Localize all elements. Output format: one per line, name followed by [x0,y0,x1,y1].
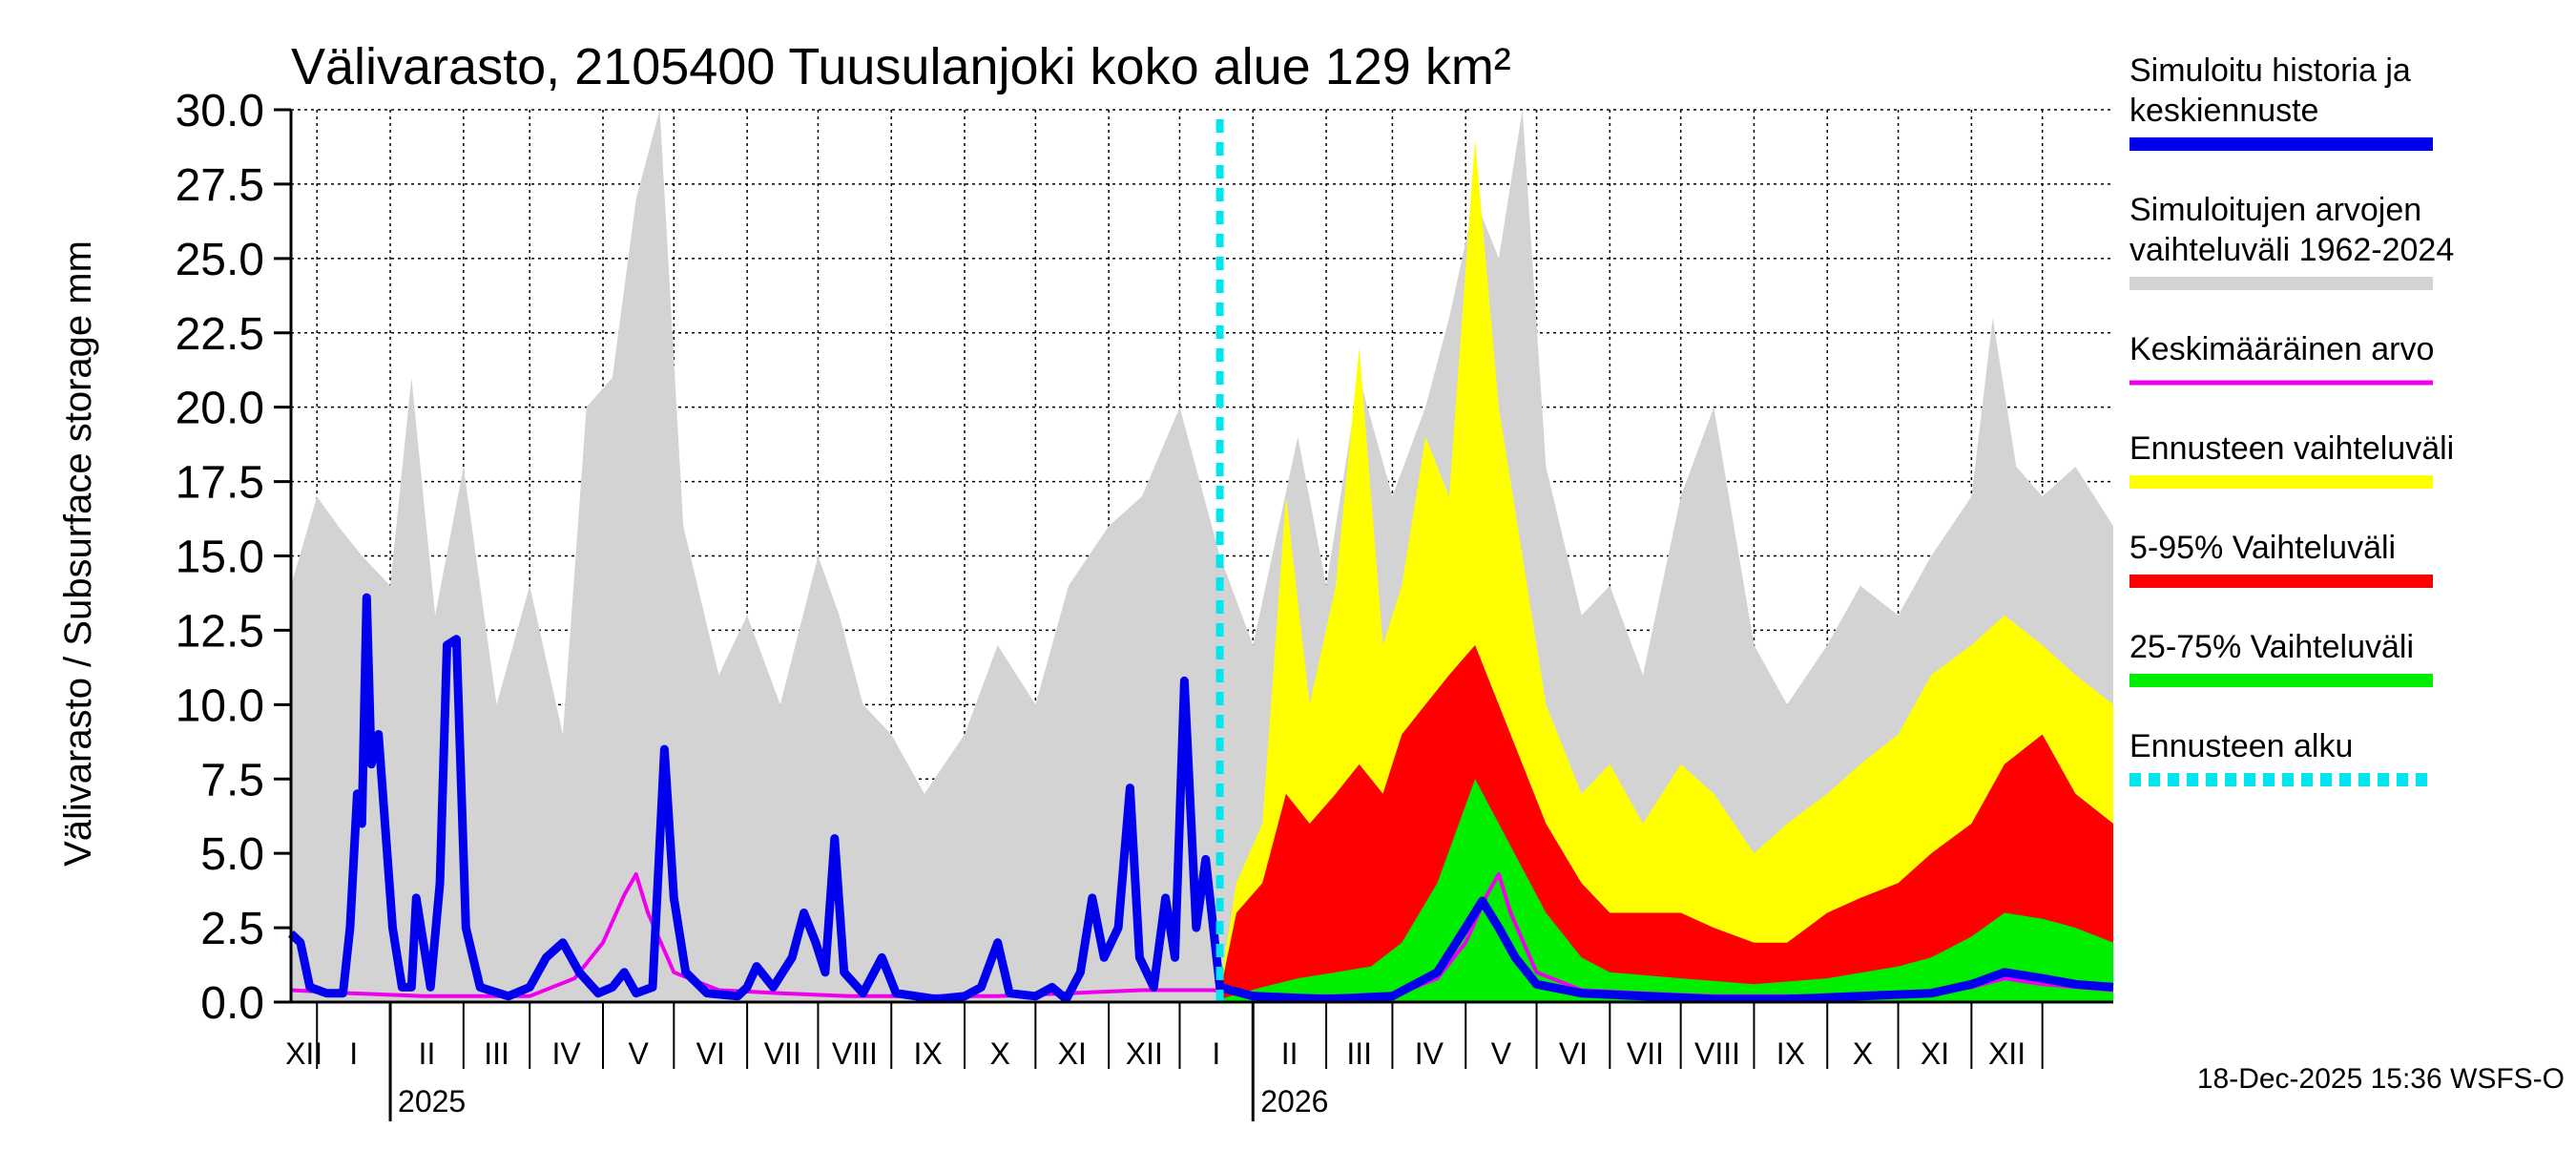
month-label: V [1491,1036,1512,1071]
y-tick-label: 10.0 [176,680,264,731]
month-label: X [990,1036,1010,1071]
legend-label: Simuloitu historia ja [2129,52,2411,89]
month-label: VII [764,1036,801,1071]
y-tick-label: 17.5 [176,458,264,509]
y-tick-label: 12.5 [176,606,264,657]
month-label: IX [914,1036,943,1071]
month-label: X [1853,1036,1873,1071]
y-tick-label: 7.5 [200,755,264,805]
month-label: VI [696,1036,725,1071]
month-label: IV [1415,1036,1444,1071]
chart-title: Välivarasto, 2105400 Tuusulanjoki koko a… [291,38,1511,95]
month-label: I [349,1036,358,1071]
month-label: III [484,1036,509,1071]
legend-label: 5-95% Vaihteluväli [2129,530,2396,566]
year-label: 2026 [1260,1084,1328,1119]
month-label: XII [285,1036,322,1071]
month-label: V [628,1036,649,1071]
month-label: VIII [1694,1036,1740,1071]
y-axis-label: Välivarasto / Subsurface storage mm [57,240,99,867]
month-label: I [1212,1036,1220,1071]
y-tick-label: 2.5 [200,904,264,954]
series-25-75-area [1219,779,2113,1002]
plot-area [287,110,2114,1004]
legend-label: keskiennuste [2129,93,2318,129]
y-tick-label: 20.0 [176,384,264,434]
series-simulated-line [287,593,2114,1004]
legend-label: vaihteluväli 1962-2024 [2129,232,2454,268]
month-label: IV [551,1036,581,1071]
month-label: VI [1559,1036,1588,1071]
month-label: III [1346,1036,1372,1071]
month-label: XI [1921,1036,1949,1071]
month-label: IX [1776,1036,1805,1071]
axes: 0.0 2.5 5.0 7.5 10.0 12.5 15.0 17.5 20.0 22.5 25.0… [176,86,2113,1121]
legend-label: 25-75% Vaihteluväli [2129,629,2414,665]
month-label: II [1281,1036,1298,1071]
y-tick-label: 15.0 [176,533,264,583]
month-label: XII [1988,1036,2025,1071]
y-tick-label: 27.5 [176,160,264,211]
y-tick-label: 25.0 [176,235,264,285]
legend-label: Keskimääräinen arvo [2129,331,2434,367]
y-tick-label: 0.0 [200,978,264,1029]
y-tick-label: 5.0 [200,829,264,880]
series-historical-range-area [291,110,2113,1002]
legend-label: Simuloitujen arvojen [2129,192,2421,228]
month-label: VII [1627,1036,1664,1071]
legend-label: Ennusteen alku [2129,728,2353,764]
month-label: VIII [832,1036,878,1071]
legend-label: Ennusteen vaihteluväli [2129,430,2454,467]
month-label: II [419,1036,436,1071]
legend: Simuloitu historia ja keskiennuste Simuloi… [2129,52,2454,786]
y-tick-label: 22.5 [176,309,264,360]
timestamp-footer: 18-Dec-2025 15:36 WSFS-O [2197,1063,2565,1095]
year-label: 2025 [398,1084,466,1119]
month-label: XII [1126,1036,1163,1071]
month-label: XI [1058,1036,1087,1071]
y-tick-label: 30.0 [176,86,264,136]
